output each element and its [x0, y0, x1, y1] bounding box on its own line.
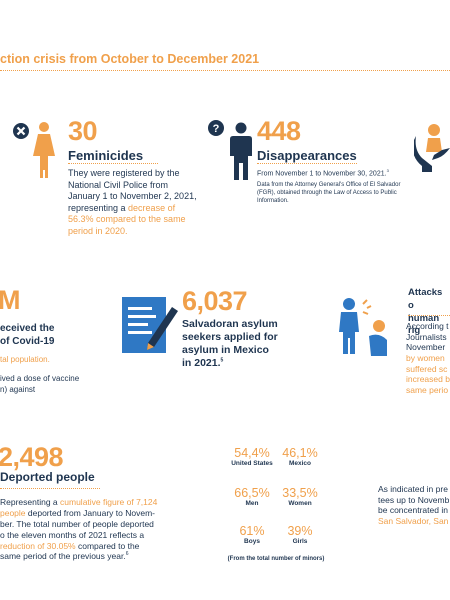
divider [408, 315, 450, 316]
woman-cross-icon [8, 120, 68, 182]
document-pen-icon [118, 293, 180, 357]
right-bottom-text: As indicated in pre tees up to Novemb be… [378, 484, 450, 526]
asylum-number: 6,037 [182, 286, 248, 316]
attacks-text: According t Journalists November by wome… [406, 321, 450, 395]
divider [68, 163, 158, 164]
deported-title: Deported people [0, 470, 95, 484]
femicides-title: Feminicides [68, 148, 144, 163]
covid-title: eceived the of Covid-19 [0, 323, 55, 347]
disappearances-dates: From November 1 to November 30, 2021.3 [257, 168, 389, 178]
attacks-title: Attacks o human rig [408, 287, 443, 337]
stat-mexico: 46,1% Mexico [282, 446, 318, 467]
divider [0, 70, 450, 71]
people-harassment-icon [333, 296, 397, 360]
covid-vaccine-text: ived a dose of vaccine n) against [0, 374, 80, 395]
asylum-text: Salvadoran asylum seekers applied for as… [182, 318, 278, 370]
disappearances-title: Disappearances [257, 148, 357, 163]
stat-boys: 61% Boys [239, 524, 265, 545]
hands-care-icon [414, 122, 450, 172]
svg-text:?: ? [213, 123, 220, 135]
section-title: ction crisis from October to December 20… [0, 52, 260, 66]
stat-united-states: 54,4% United States [231, 446, 273, 467]
person-question-icon: ? [205, 118, 260, 186]
stats-note: (From the total number of minors) [227, 556, 325, 562]
femicides-text: They were registered by the National Civ… [68, 168, 197, 236]
stat-women: 33,5% Women [282, 486, 318, 507]
divider [0, 488, 100, 489]
deported-number: 2,498 [0, 442, 64, 472]
femicides-number: 30 [68, 116, 98, 146]
covid-number: M [0, 285, 21, 315]
covid-percentage-text: tal population. [0, 355, 50, 364]
deported-text: Representing a cumulative figure of 7,12… [0, 497, 158, 562]
stat-men: 66,5% Men [234, 486, 270, 507]
disappearances-number: 448 [257, 116, 301, 146]
disappearances-source: Data from the Attorney General's Office … [257, 182, 401, 205]
divider [257, 163, 357, 164]
stat-girls: 39% Girls [287, 524, 313, 545]
